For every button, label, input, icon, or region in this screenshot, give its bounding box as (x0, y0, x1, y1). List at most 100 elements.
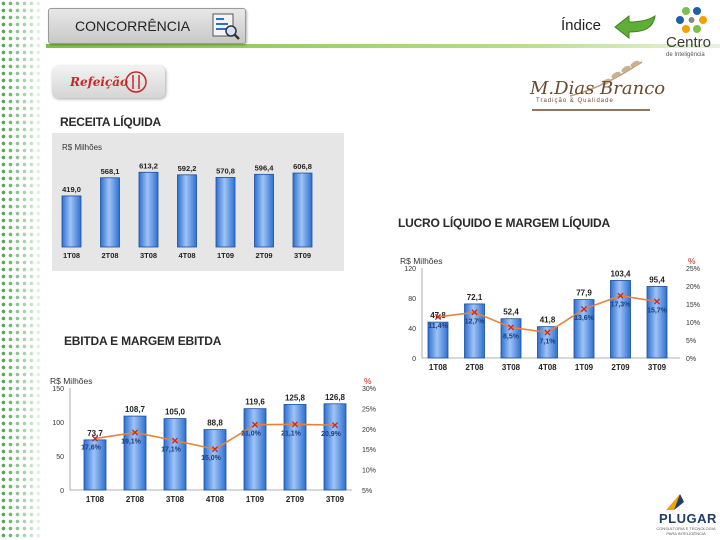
x-tick-label: 1T08 (63, 251, 80, 260)
x-tick-label: 1T09 (575, 363, 594, 372)
brand-tagline: Tradição & Qualidade (536, 98, 614, 104)
x-tick-label: 3T09 (294, 251, 311, 260)
y-tick-label: 80 (408, 296, 416, 303)
x-tick-label: 3T08 (502, 363, 521, 372)
data-label: 47,8 (430, 311, 446, 320)
y2-axis-label: % (364, 376, 372, 386)
y-tick-label: 40 (408, 326, 416, 333)
bar (215, 177, 236, 248)
y-axis-label: R$ Milhões (400, 256, 443, 266)
margin-marker (331, 422, 339, 429)
x-tick-label: 4T08 (206, 495, 225, 504)
back-arrow-icon[interactable] (613, 14, 657, 40)
data-label: 592,2 (178, 164, 197, 173)
y-tick-label: 0 (60, 488, 64, 495)
section-tab[interactable]: CONCORRÊNCIA (48, 8, 246, 44)
data-label: 596,4 (255, 163, 275, 172)
x-tick-label: 3T09 (648, 363, 667, 372)
centro-logo-name: Centro (666, 34, 712, 51)
bar (83, 439, 107, 491)
bar (646, 286, 668, 359)
bar (610, 280, 631, 359)
x-tick-label: 2T08 (126, 495, 145, 504)
x-tick-label: 2T09 (286, 495, 305, 504)
header-accent-line (46, 44, 720, 48)
margin-marker (91, 435, 99, 442)
x-tick-label: 1T09 (246, 495, 265, 504)
margin-label: 17,6% (81, 445, 102, 452)
x-tick-label: 3T08 (166, 495, 185, 504)
y2-tick-label: 25% (686, 266, 700, 273)
data-label: 125,8 (285, 393, 306, 402)
margin-label: 12,7% (465, 318, 486, 325)
margin-marker (291, 421, 299, 428)
bar (163, 418, 187, 491)
margin-label: 15,0% (201, 455, 222, 462)
bar (427, 321, 449, 359)
data-label: 568,1 (101, 167, 120, 176)
y-tick-label: 150 (52, 386, 64, 393)
decorative-dot-pattern (0, 0, 46, 540)
x-tick-label: 2T09 (611, 363, 630, 372)
margin-marker (251, 421, 259, 428)
margin-marker (580, 305, 588, 313)
y2-tick-label: 15% (362, 447, 376, 454)
bar (243, 408, 267, 491)
data-label: 41,8 (540, 316, 556, 325)
data-label: 105,0 (165, 408, 186, 417)
y-axis-label: R$ Milhões (50, 376, 93, 386)
margin-marker (653, 298, 661, 305)
brand-name: M.Dias Branco (530, 78, 666, 99)
bar (573, 299, 595, 359)
margin-label: 21,0% (241, 431, 262, 438)
tab-label: CONCORRÊNCIA (75, 18, 191, 34)
margin-marker (131, 429, 139, 436)
plugar-logo-subtitle: CONSULTORIA E TECNOLOGIA PARA INTELIGÊNC… (656, 526, 716, 536)
data-label: 77,9 (576, 289, 592, 298)
margin-marker (434, 313, 442, 321)
y2-tick-label: 5% (686, 338, 696, 345)
bar (138, 171, 159, 248)
margin-marker (617, 292, 624, 299)
margin-marker (171, 437, 179, 444)
x-tick-label: 1T09 (217, 251, 234, 260)
y2-tick-label: 0% (686, 356, 696, 363)
y-tick-label: 0 (412, 356, 416, 363)
y-tick-label: 120 (404, 266, 416, 273)
margin-label: 20,9% (321, 431, 342, 438)
y-axis-label: R$ Milhões (62, 143, 102, 152)
cutlery-emblem-icon (125, 71, 147, 93)
data-label: 103,4 (610, 269, 631, 278)
centro-logo-icon (676, 7, 707, 33)
y-tick-label: 50 (56, 454, 64, 461)
x-tick-label: 2T08 (465, 363, 484, 372)
bar (323, 403, 347, 491)
data-label: 73,7 (87, 429, 103, 438)
margin-label: 21,1% (281, 430, 302, 437)
x-tick-label: 1T08 (429, 363, 448, 372)
brand-wheat-logo-icon (532, 60, 650, 111)
margin-label: 11,4% (428, 323, 448, 330)
margin-label: 15,7% (647, 307, 668, 314)
data-label: 72,1 (467, 293, 483, 302)
data-label: 119,6 (245, 398, 265, 407)
plugar-logo-name: PLUGAR (659, 511, 717, 526)
data-label: 52,4 (503, 308, 519, 317)
bar (283, 404, 307, 491)
margin-marker (211, 446, 219, 453)
x-tick-label: 3T08 (140, 251, 157, 260)
data-label: 570,8 (216, 166, 235, 175)
index-link[interactable]: Índice (561, 17, 602, 34)
margin-label: 17,1% (161, 447, 182, 454)
centro-logo-subtitle: de Inteligência (666, 52, 705, 58)
margin-label: 13,6% (574, 315, 595, 322)
receita-chart: R$ Milhões 419,0 1T08 568,1 2T08 613,2 3T08 592… (61, 143, 313, 260)
x-tick-label: 2T09 (255, 251, 272, 260)
y2-tick-label: 5% (362, 488, 372, 495)
data-label: 108,7 (125, 405, 146, 414)
bar (123, 415, 147, 491)
lucro-chart-title: LUCRO LÍQUIDO E MARGEM LÍQUIDA (398, 216, 610, 230)
margin-marker (471, 309, 478, 316)
data-label: 419,0 (62, 185, 81, 194)
refeicao-badge: Refeição (52, 66, 165, 98)
